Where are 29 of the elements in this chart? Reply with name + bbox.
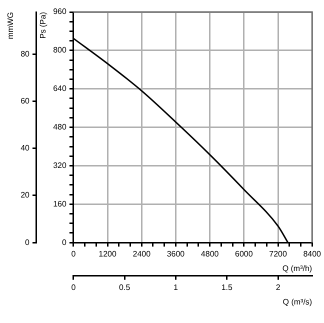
y2-tick-label: 60 [20,96,30,106]
x2-axis-title: Q (m³/s) [282,297,312,306]
x2-tick-label: 1 [174,282,179,292]
y2-tick-label: 80 [20,49,30,58]
y-tick-label: 0 [62,238,67,247]
y-tick-label: 160 [53,199,67,208]
y-tick-label: 800 [53,46,67,55]
x2-tick-label: 1.5 [221,282,233,292]
x-tick-label: 8400 [303,250,322,259]
y2-tick-label: 20 [20,190,30,200]
y-tick-label: 640 [53,84,67,94]
x2-tick-label: 0.5 [119,282,131,292]
x-tick-label: 7200 [269,250,288,259]
y2-tick-label: 40 [20,144,30,153]
x-tick-label: 6000 [235,250,254,259]
y-tick-label: 960 [53,7,67,16]
x2-tick-label: 0 [71,282,76,292]
y2-axis-title: mmWG [6,12,16,40]
x-tick-label: 2400 [132,250,152,259]
x-tick-label: 0 [71,250,76,259]
y-tick-label: 480 [53,122,67,132]
x-tick-label: 4800 [200,250,220,259]
x-axis-title: Q (m³/h) [282,264,312,274]
y-tick-label: 320 [53,160,67,170]
x-tick-label: 1200 [98,250,117,259]
x-tick-label: 3600 [166,250,186,259]
y-axis-title: Ps (Pa) [38,12,48,39]
y2-tick-label: 0 [25,238,30,247]
x2-tick-label: 2 [276,282,281,292]
